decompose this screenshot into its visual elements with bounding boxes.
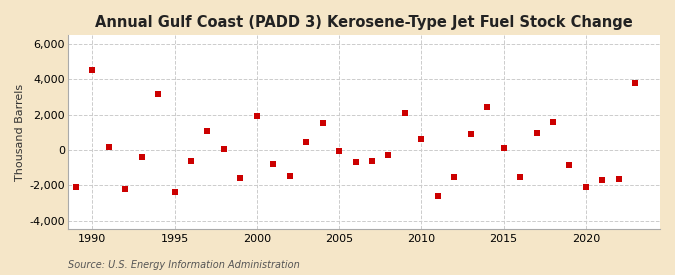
Point bbox=[268, 162, 279, 166]
Point bbox=[465, 132, 476, 136]
Point bbox=[169, 190, 180, 194]
Point bbox=[317, 120, 328, 125]
Point bbox=[235, 176, 246, 180]
Point bbox=[119, 186, 130, 191]
Point bbox=[367, 159, 377, 164]
Point bbox=[136, 155, 147, 159]
Point bbox=[103, 145, 114, 150]
Title: Annual Gulf Coast (PADD 3) Kerosene-Type Jet Fuel Stock Change: Annual Gulf Coast (PADD 3) Kerosene-Type… bbox=[95, 15, 632, 30]
Point bbox=[531, 131, 542, 135]
Point bbox=[597, 178, 608, 182]
Point bbox=[630, 81, 641, 85]
Point bbox=[70, 185, 81, 189]
Point bbox=[350, 160, 361, 164]
Y-axis label: Thousand Barrels: Thousand Barrels bbox=[15, 84, 25, 181]
Point bbox=[433, 194, 443, 198]
Point bbox=[251, 114, 262, 119]
Point bbox=[449, 175, 460, 180]
Point bbox=[301, 140, 312, 144]
Point bbox=[383, 153, 394, 158]
Text: Source: U.S. Energy Information Administration: Source: U.S. Energy Information Administ… bbox=[68, 260, 299, 270]
Point bbox=[400, 111, 410, 115]
Point bbox=[186, 158, 196, 163]
Point bbox=[614, 177, 624, 181]
Point bbox=[515, 175, 526, 180]
Point bbox=[416, 136, 427, 141]
Point bbox=[284, 174, 295, 179]
Point bbox=[564, 163, 575, 167]
Point bbox=[202, 129, 213, 134]
Point bbox=[482, 104, 493, 109]
Point bbox=[219, 147, 230, 151]
Point bbox=[153, 91, 163, 96]
Point bbox=[580, 185, 591, 189]
Point bbox=[498, 146, 509, 150]
Point bbox=[333, 149, 344, 153]
Point bbox=[87, 68, 98, 72]
Point bbox=[547, 120, 558, 124]
